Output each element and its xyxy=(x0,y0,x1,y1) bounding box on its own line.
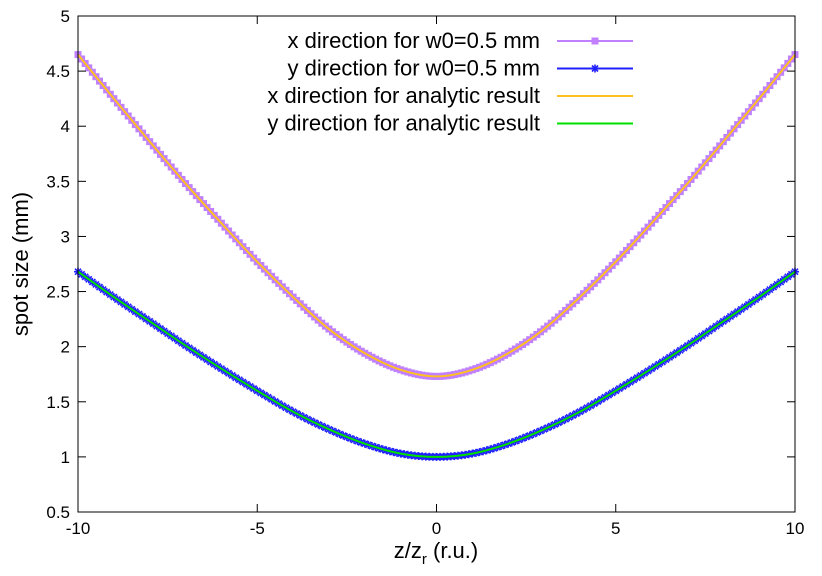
y-tick-label: 1 xyxy=(61,448,70,467)
x-tick-label: 10 xyxy=(786,519,805,538)
legend-item: y direction for analytic result xyxy=(267,111,633,136)
legend-item: x direction for w0=0.5 mm xyxy=(288,28,633,53)
x-tick-label: -10 xyxy=(66,519,91,538)
legend: x direction for w0=0.5 mm y direction for… xyxy=(267,28,633,136)
series-layer xyxy=(74,51,799,461)
legend-label: y direction for w0=0.5 mm xyxy=(288,56,540,81)
y-tick-label: 1.5 xyxy=(46,393,70,412)
y-tick-label: 3 xyxy=(61,227,70,246)
series-2 xyxy=(74,267,799,461)
y-tick-label: 3.5 xyxy=(46,172,70,191)
series-line xyxy=(77,53,796,378)
data-point-square xyxy=(591,37,599,45)
legend-label: x direction for analytic result xyxy=(267,83,540,108)
legend-label: x direction for w0=0.5 mm xyxy=(288,28,540,53)
legend-item: x direction for analytic result xyxy=(267,83,633,108)
y-tick-label: 2.5 xyxy=(46,283,70,302)
x-axis-label: z/zr (r.u.) xyxy=(394,538,478,568)
y-tick-label: 4.5 xyxy=(46,62,70,81)
data-point-star xyxy=(591,64,599,73)
series-line xyxy=(77,270,796,458)
series-3 xyxy=(77,53,796,378)
legend-label: y direction for analytic result xyxy=(267,111,540,136)
y-tick-label: 4 xyxy=(61,117,70,136)
axis-ticks: -10 -5 0 5 10 0.5 1 1.5 2 2.5 3 3.5 4 4.5 5 xyxy=(46,7,804,538)
x-tick-label: -5 xyxy=(250,519,265,538)
x-tick-label: 5 xyxy=(611,519,620,538)
series-line xyxy=(77,271,796,458)
x-tick-label: 0 xyxy=(432,519,441,538)
series-4 xyxy=(77,270,796,458)
y-axis-label: spot size (mm) xyxy=(8,192,33,336)
y-tick-label: 5 xyxy=(61,7,70,26)
y-tick-label: 0.5 xyxy=(46,503,70,522)
y-tick-label: 2 xyxy=(61,338,70,357)
legend-item: y direction for w0=0.5 mm xyxy=(288,56,633,81)
